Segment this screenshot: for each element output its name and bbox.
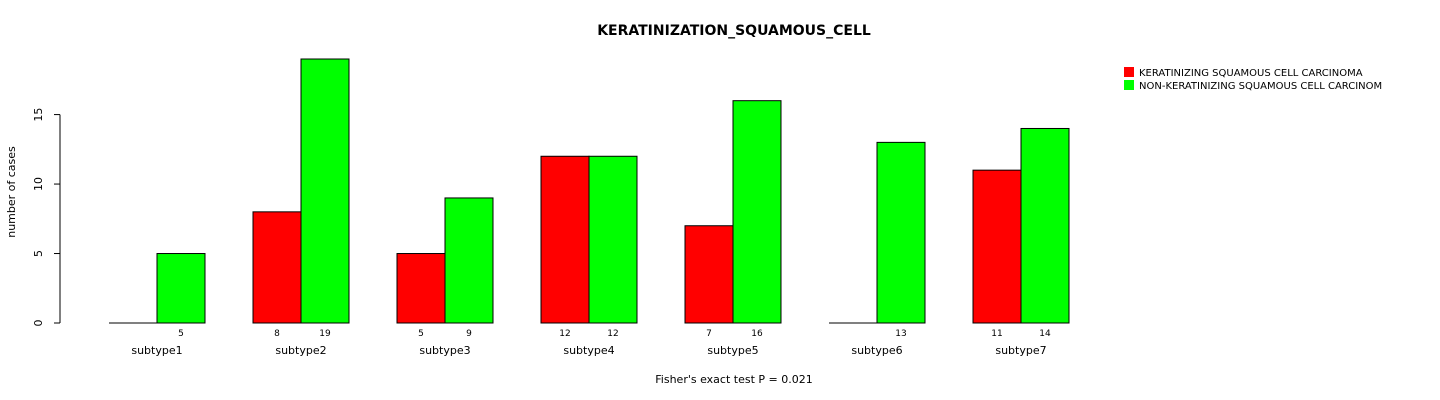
bar-group-subtype3: 5 9 subtype3 xyxy=(396,197,494,357)
bar-non-keratinizing-subtype4 xyxy=(588,155,638,324)
y-tick-label: 5 xyxy=(32,250,45,257)
x-category-label: subtype7 xyxy=(995,344,1046,357)
bar-count-label: 9 xyxy=(466,329,472,339)
bar-keratinizing-subtype7 xyxy=(972,169,1022,324)
y-axis-label: number of cases xyxy=(5,146,18,238)
legend-label-non-keratinizing: NON-KERATINIZING SQUAMOUS CELL CARCINOM xyxy=(1139,81,1382,92)
bar-keratinizing-subtype3 xyxy=(396,253,446,324)
fisher-test-label: Fisher's exact test P = 0.021 xyxy=(655,373,812,386)
bar-group-subtype2: 8 19 subtype2 xyxy=(252,58,350,357)
bar-group-subtype6: 13 subtype6 xyxy=(829,141,926,357)
bar-group-subtype1: 5 subtype1 xyxy=(109,253,206,357)
bar-count-label: 19 xyxy=(319,329,331,339)
x-category-label: subtype5 xyxy=(707,344,758,357)
bar-non-keratinizing-subtype7 xyxy=(1020,127,1070,324)
bar-non-keratinizing-subtype6 xyxy=(876,141,926,324)
y-tick-label: 10 xyxy=(32,177,45,191)
bar-count-label: 11 xyxy=(991,329,1002,339)
bar-count-label: 8 xyxy=(274,329,280,339)
bar-count-label: 5 xyxy=(418,329,424,339)
legend-swatch-keratinizing xyxy=(1124,67,1134,77)
bar-non-keratinizing-subtype1 xyxy=(156,253,206,324)
bar-non-keratinizing-subtype3 xyxy=(444,197,494,324)
bar-non-keratinizing-subtype5 xyxy=(732,100,782,324)
x-category-label: subtype2 xyxy=(275,344,326,357)
x-category-label: subtype1 xyxy=(131,344,182,357)
bar-count-label: 16 xyxy=(751,329,763,339)
bar-non-keratinizing-subtype2 xyxy=(300,58,350,324)
y-tick-label: 15 xyxy=(32,108,45,122)
x-category-label: subtype3 xyxy=(419,344,470,357)
bar-count-label: 13 xyxy=(895,329,906,339)
legend: KERATINIZING SQUAMOUS CELL CARCINOMA NON-… xyxy=(1124,67,1382,92)
legend-label-keratinizing: KERATINIZING SQUAMOUS CELL CARCINOMA xyxy=(1139,68,1363,79)
y-tick-label: 0 xyxy=(32,320,45,327)
legend-swatch-non-keratinizing xyxy=(1124,80,1134,90)
bar-group-subtype5: 7 16 subtype5 xyxy=(684,100,782,357)
bar-keratinizing-subtype4 xyxy=(540,155,590,324)
x-category-label: subtype6 xyxy=(851,344,902,357)
bar-group-subtype4: 12 12 subtype4 xyxy=(540,155,638,357)
bar-group-subtype7: 11 14 subtype7 xyxy=(972,127,1070,357)
bar-count-label: 12 xyxy=(607,329,618,339)
bar-count-label: 5 xyxy=(178,329,184,339)
bar-count-label: 12 xyxy=(559,329,570,339)
bars-group: 5 subtype1 8 19 subtype2 5 9 subtype3 12 12 subtyp… xyxy=(109,58,1070,357)
x-category-label: subtype4 xyxy=(563,344,614,357)
bar-count-label: 7 xyxy=(706,329,712,339)
bar-count-label: 14 xyxy=(1039,329,1051,339)
bar-keratinizing-subtype5 xyxy=(684,225,734,324)
chart-title: KERATINIZATION_SQUAMOUS_CELL xyxy=(597,23,871,39)
y-axis: 0 5 10 15 xyxy=(32,108,61,327)
bar-keratinizing-subtype2 xyxy=(252,211,302,324)
